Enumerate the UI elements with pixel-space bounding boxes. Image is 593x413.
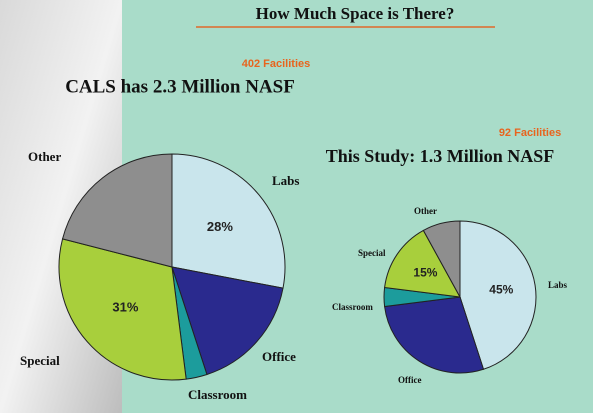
category-label: Office [262, 349, 296, 364]
category-label: Labs [272, 173, 299, 188]
subtitle: 92 Facilities [499, 127, 561, 139]
slide: How Much Space is There? 402 Facilities … [0, 0, 593, 413]
slice-value-label: 31% [112, 300, 138, 315]
category-label: Other [28, 149, 61, 164]
category-label: Classroom [188, 387, 247, 402]
subtitle: 402 Facilities [242, 58, 311, 70]
category-label: Other [414, 206, 437, 216]
category-label: Labs [548, 280, 568, 290]
pie-title: CALS has 2.3 Million NASF [65, 76, 295, 97]
category-label: Office [398, 375, 421, 385]
slide-title: How Much Space is There? [256, 4, 455, 23]
slice-value-label: 28% [207, 219, 233, 234]
category-label: Classroom [332, 302, 373, 312]
slice-value-label: 15% [413, 266, 437, 280]
category-label: Special [20, 353, 60, 368]
pie-title: This Study: 1.3 Million NASF [326, 146, 555, 166]
category-label: Special [358, 248, 386, 258]
slice-value-label: 45% [489, 283, 513, 297]
